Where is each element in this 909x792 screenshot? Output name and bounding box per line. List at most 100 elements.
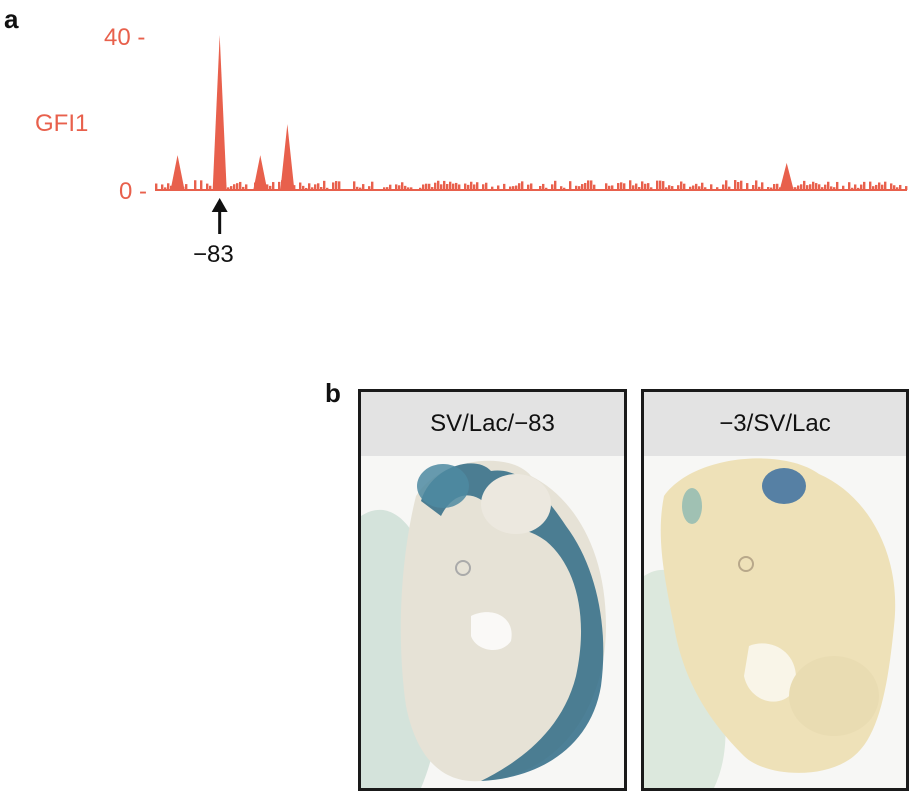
signal-bar [512,186,515,190]
signal-bar [353,181,356,190]
signal-bar [587,180,590,190]
signal-bar [620,182,623,190]
signal-bar [833,187,836,190]
signal-bar [665,187,668,190]
signal-bar [794,187,797,190]
signal-bar [422,184,425,190]
signal-bar [194,180,197,190]
signal-peak [779,162,794,190]
signal-bar [401,182,404,190]
signal-bar [659,180,662,190]
signal-bar [836,181,839,190]
embryo-image-stained [361,456,624,788]
signal-bar [635,183,638,190]
signal-bar [449,181,452,190]
signal-bar [389,184,392,190]
signal-bar [320,186,323,190]
signal-bar [638,187,641,190]
signal-bar [440,184,443,190]
signal-bar [575,185,578,190]
signal-bar [677,185,680,190]
signal-bar [797,185,800,190]
signal-bar [428,183,431,190]
signal-bar [683,183,686,190]
signal-bar [869,181,872,190]
panel-title-right: −3/SV/Lac [644,392,906,456]
signal-bar [662,181,665,190]
peak-position-label: −83 [193,241,234,268]
signal-bar [755,180,758,190]
signal-bar [209,185,212,190]
signal-bar [359,187,362,190]
signal-bar [722,184,725,190]
signal-bar [542,183,545,190]
signal-bar [656,180,659,190]
signal-bar [623,183,626,190]
signal-bar [695,183,698,190]
signal-bar [230,186,233,190]
embryo-image-control [644,456,906,788]
signal-bar [272,182,275,190]
signal-bar [485,182,488,190]
signal-bar [851,187,854,190]
signal-bar [680,181,683,190]
signal-bar [842,185,845,190]
signal-bar [818,184,821,190]
signal-bar [530,183,533,190]
signal-bar [893,185,896,190]
signal-bar [371,181,374,190]
signal-bar [728,186,731,190]
signal-bar [509,186,512,190]
signal-bar [332,182,335,190]
signal-bar [860,184,863,190]
signal-bar [773,184,776,190]
signal-bar [161,184,164,190]
signal-bar [857,187,860,190]
signal-bar [698,186,701,190]
signal-bar [200,180,203,190]
signal-bar [515,185,518,190]
signal-bar [164,187,167,190]
signal-bar [302,185,305,190]
signal-bar [770,187,773,190]
signal-bar [455,182,458,190]
signal-bar [473,184,476,190]
embryo-panel-3-sv-lac: −3/SV/Lac [641,389,909,791]
signal-bar [398,185,401,190]
signal-bar [431,187,434,190]
signal-bar [338,181,341,190]
signal-bar [155,183,158,190]
signal-bar [407,187,410,190]
signal-bar [875,184,878,190]
signal-bar [689,186,692,190]
signal-bar [803,180,806,190]
signal-bar [884,181,887,190]
signal-bar [386,187,389,190]
signal-bar [434,182,437,190]
signal-bar [671,186,674,190]
signal-bar [395,184,398,190]
signal-bar [872,186,875,190]
signal-bar [446,184,449,190]
signal-bar [482,184,485,190]
signal-peak [212,35,227,190]
signal-bar [545,187,548,190]
signal-bar [518,183,521,190]
signal-bar [269,185,272,190]
signal-bar [815,183,818,190]
signal-bar [761,182,764,190]
signal-bar [521,181,524,190]
signal-bar [830,186,833,190]
signal-bar [800,184,803,190]
signal-bar [167,183,170,190]
signal-bar [323,180,326,190]
signal-bar [716,187,719,190]
signal-bar [737,181,740,190]
panel-title-left: SV/Lac/−83 [361,392,624,456]
signal-bar [245,184,248,190]
signal-bar [419,187,422,190]
signal-bar [206,183,209,190]
signal-bar [629,180,632,190]
signal-bar [554,180,557,190]
signal-bar [410,187,413,190]
